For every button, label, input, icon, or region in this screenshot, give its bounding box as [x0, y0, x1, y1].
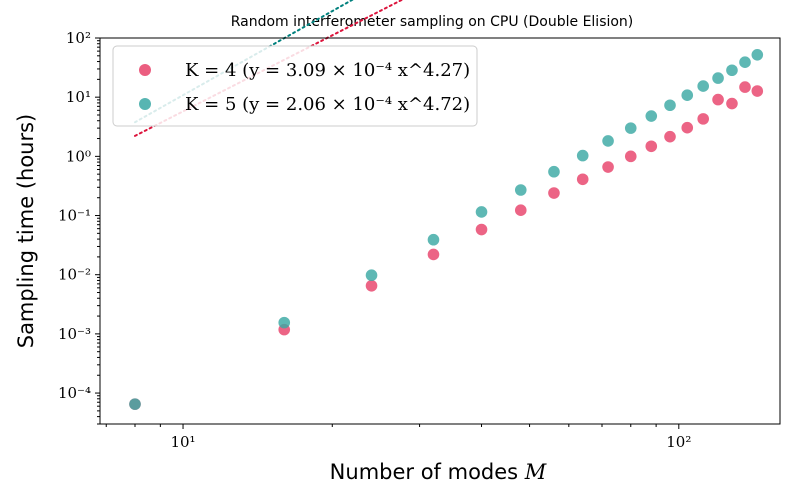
y-tick-label: 10¹: [66, 88, 91, 106]
data-point-k5: [514, 184, 527, 196]
chart-title: Random interferometer sampling on CPU (D…: [231, 14, 634, 30]
data-points: [129, 49, 764, 410]
y-tick-label: 10²: [66, 29, 91, 47]
data-point-k4: [664, 130, 676, 143]
data-point-k5: [645, 110, 658, 122]
y-tick-label: 10⁻¹: [58, 207, 91, 225]
legend-label-k5: K = 5 (y = 2.06 × 10⁻⁴ x^4.72): [185, 94, 470, 115]
data-point-k4: [427, 248, 440, 261]
data-point-k4: [697, 113, 709, 125]
x-tick-label: 10¹: [170, 433, 195, 451]
data-point-k5: [624, 122, 637, 134]
data-point-k4: [751, 85, 764, 97]
data-point-k4: [624, 150, 637, 163]
data-point-k5: [278, 316, 291, 329]
data-point-k5: [739, 56, 751, 68]
data-point-k4: [548, 187, 560, 199]
x-tick-label: 10²: [666, 433, 691, 451]
data-point-k4: [645, 140, 658, 153]
y-tick-label: 10⁻³: [58, 325, 91, 343]
y-tick-label: 10⁰: [66, 147, 91, 165]
data-point-k5: [576, 149, 589, 162]
data-point-k5: [681, 89, 694, 101]
y-axis: 10⁻⁴ 10⁻³ 10⁻² 10⁻¹ 10⁰ 10¹ 10²: [58, 29, 100, 425]
data-point-k4: [726, 97, 738, 110]
data-point-k5: [427, 233, 440, 246]
plot-area: [99, 0, 781, 425]
plot-frame: [99, 37, 781, 425]
data-point-k4: [602, 161, 614, 173]
data-point-k4: [475, 223, 488, 236]
data-point-k4: [365, 279, 378, 292]
data-point-k5: [726, 64, 738, 77]
data-point-k5: [365, 269, 378, 282]
x-axis-label: Number of modes M: [330, 460, 547, 484]
x-axis: 10¹ 10²: [105, 424, 691, 451]
data-point-k5: [751, 49, 764, 61]
data-point-k4: [514, 204, 527, 217]
data-point-k4: [712, 93, 724, 106]
y-axis-label: Sampling time (hours): [14, 114, 38, 349]
data-point-k5: [475, 206, 488, 218]
data-point-k4: [576, 173, 589, 186]
data-point-k5: [664, 99, 676, 112]
data-point-k5: [548, 165, 560, 178]
data-point-k5: [129, 398, 141, 410]
legend-marker-k5: [139, 98, 151, 110]
legend-marker-k4: [139, 64, 151, 76]
data-point-k5: [712, 72, 724, 84]
legend-label-k4: K = 4 (y = 3.09 × 10⁻⁴ x^4.27): [185, 60, 470, 81]
data-point-k5: [697, 80, 709, 92]
data-point-k5: [602, 135, 614, 147]
data-point-k4: [681, 121, 694, 134]
y-tick-label: 10⁻⁴: [58, 384, 91, 402]
y-tick-label: 10⁻²: [58, 266, 91, 284]
legend: K = 4 (y = 3.09 × 10⁻⁴ x^4.27) K = 5 (y …: [112, 45, 478, 127]
data-point-k4: [739, 81, 751, 93]
legend-box: [112, 45, 478, 127]
